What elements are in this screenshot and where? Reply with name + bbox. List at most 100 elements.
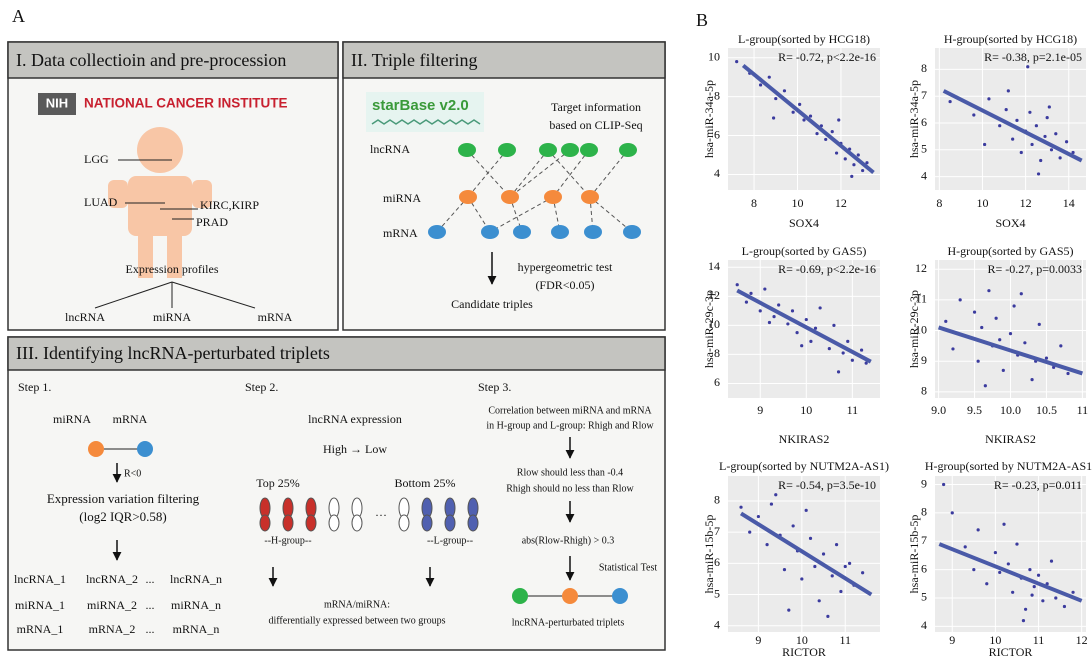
point bbox=[798, 103, 801, 106]
point bbox=[983, 143, 986, 146]
label: Bottom 25% bbox=[394, 476, 455, 490]
x-tick-label: 9 bbox=[757, 403, 763, 417]
point bbox=[1050, 148, 1053, 151]
x-axis-label: SOX4 bbox=[789, 216, 819, 230]
y-tick-label: 14 bbox=[708, 259, 720, 273]
stat: R= -0.23, p=0.011 bbox=[994, 478, 1082, 492]
y-tick-label: 4 bbox=[921, 618, 927, 632]
point bbox=[1020, 292, 1023, 295]
y-axis-label: hsa-miR-29c-3p bbox=[907, 290, 921, 368]
point bbox=[860, 348, 863, 351]
table-cell: lncRNA_2 bbox=[86, 572, 138, 586]
point bbox=[1065, 140, 1068, 143]
plot-title: H-group(sorted by GAS5) bbox=[948, 244, 1074, 258]
point bbox=[980, 326, 983, 329]
point bbox=[1011, 591, 1014, 594]
point bbox=[1039, 159, 1042, 162]
table-cell: miRNA_n bbox=[171, 598, 221, 612]
label: lncRNA expression bbox=[308, 412, 402, 426]
point bbox=[1066, 372, 1069, 375]
x-tick-label: 8 bbox=[751, 196, 757, 210]
point bbox=[1026, 65, 1029, 68]
row-label: lncRNA bbox=[370, 142, 410, 156]
point bbox=[822, 552, 825, 555]
stat: R= -0.69, p<2.2e-16 bbox=[778, 262, 876, 276]
point bbox=[837, 370, 840, 373]
x-axis-label: SOX4 bbox=[995, 216, 1025, 230]
point bbox=[977, 528, 980, 531]
y-tick-label: 6 bbox=[921, 115, 927, 129]
point bbox=[800, 577, 803, 580]
point bbox=[942, 483, 945, 486]
point bbox=[1033, 585, 1036, 588]
point bbox=[1046, 116, 1049, 119]
point bbox=[949, 100, 952, 103]
point bbox=[977, 360, 980, 363]
y-axis-label: hsa-miR-34a-5p bbox=[907, 80, 921, 158]
step-title: Step 2. bbox=[245, 380, 278, 394]
label: Top 25% bbox=[256, 476, 300, 490]
dots: ··· bbox=[375, 508, 387, 522]
point bbox=[998, 124, 1001, 127]
table-cell: ... bbox=[146, 622, 155, 636]
x-axis-label: NKIRAS2 bbox=[985, 432, 1036, 446]
organ: LGG bbox=[84, 152, 109, 166]
point bbox=[985, 582, 988, 585]
group: --L-group-- bbox=[427, 535, 473, 546]
point bbox=[783, 568, 786, 571]
point bbox=[846, 340, 849, 343]
y-tick-label: 6 bbox=[714, 375, 720, 389]
point bbox=[759, 83, 762, 86]
point bbox=[809, 340, 812, 343]
point bbox=[1030, 143, 1033, 146]
point bbox=[835, 543, 838, 546]
point bbox=[828, 347, 831, 350]
target-info: based on CLIP-Seq bbox=[549, 118, 642, 132]
node bbox=[612, 588, 628, 604]
point bbox=[813, 565, 816, 568]
point bbox=[861, 169, 864, 172]
x-axis-label: RICTOR bbox=[989, 645, 1033, 658]
plot-title: L-group(sorted by GAS5) bbox=[742, 244, 867, 258]
table-cell: mRNA_n bbox=[173, 622, 220, 636]
panel-title: III. Identifying lncRNA-perturbated trip… bbox=[16, 343, 330, 363]
figure: A B I. Data collectioin and pre-processi… bbox=[0, 0, 1092, 658]
table-cell: ... bbox=[146, 598, 155, 612]
point bbox=[1022, 619, 1025, 622]
node bbox=[88, 441, 104, 457]
plot-background bbox=[728, 260, 880, 398]
panel-label: A bbox=[12, 6, 25, 26]
point bbox=[1054, 132, 1057, 135]
x-axis-label: RICTOR bbox=[782, 645, 826, 658]
point bbox=[1045, 357, 1048, 360]
organ: LUAD bbox=[84, 195, 118, 209]
plot-title: H-group(sorted by NUTM2A-AS1) bbox=[925, 459, 1092, 473]
stat: R= -0.27, p=0.0033 bbox=[987, 262, 1082, 276]
x-tick-label: 10.5 bbox=[1036, 403, 1057, 417]
point bbox=[1023, 341, 1026, 344]
point bbox=[783, 89, 786, 92]
panel-box bbox=[343, 42, 665, 330]
y-tick-label: 4 bbox=[714, 618, 720, 632]
plot-title: L-group(sorted by NUTM2A-AS1) bbox=[719, 459, 889, 473]
y-tick-label: 7 bbox=[921, 533, 927, 547]
point bbox=[745, 301, 748, 304]
point bbox=[1005, 108, 1008, 111]
nci: NATIONAL CANCER INSTITUTE bbox=[84, 96, 288, 111]
point bbox=[772, 315, 775, 318]
panel-title: I. Data collectioin and pre-procession bbox=[16, 50, 286, 70]
row-label: mRNA bbox=[383, 226, 418, 240]
point bbox=[1012, 304, 1015, 307]
point bbox=[839, 590, 842, 593]
y-tick-label: 10 bbox=[708, 49, 720, 63]
x-tick-label: 11 bbox=[839, 633, 851, 647]
point bbox=[774, 97, 777, 100]
starbase: starBase v2.0 bbox=[372, 97, 469, 114]
rna-type: mRNA bbox=[258, 310, 293, 324]
label: miRNA bbox=[53, 412, 91, 426]
point bbox=[757, 515, 760, 518]
point bbox=[1002, 369, 1005, 372]
x-tick-label: 8 bbox=[936, 196, 942, 210]
table-cell: mRNA_1 bbox=[17, 622, 64, 636]
point bbox=[837, 118, 840, 121]
